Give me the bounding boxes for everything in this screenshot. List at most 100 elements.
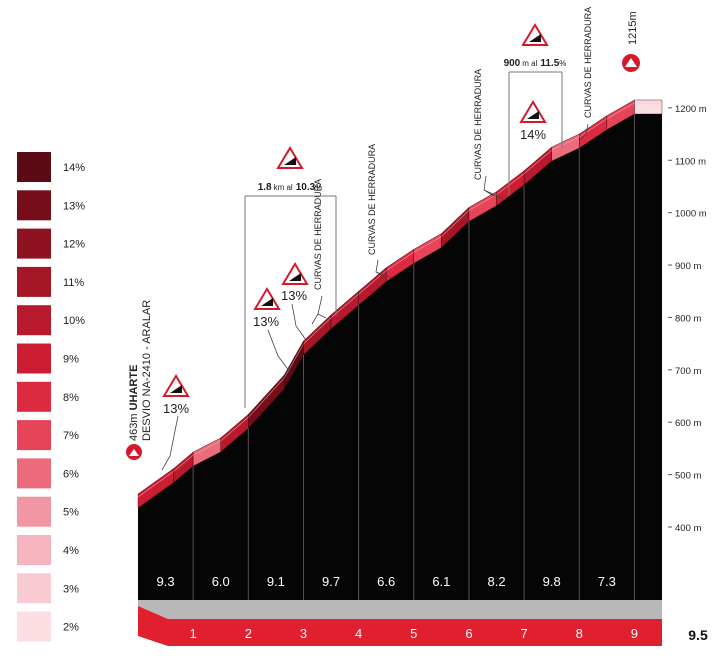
band-highlight bbox=[248, 377, 285, 418]
legend-swatch bbox=[17, 381, 51, 412]
legend-swatch bbox=[17, 458, 51, 489]
distance-total: 9.5 bbox=[688, 627, 708, 643]
hairpin-label-3: CURVAS DE HERRADURA bbox=[473, 69, 507, 201]
legend-swatch bbox=[17, 152, 51, 182]
hairpin-text: CURVAS DE HERRADURA bbox=[313, 179, 323, 290]
climb4-pct: 14% bbox=[520, 127, 546, 142]
band-highlight bbox=[137, 471, 175, 498]
band-highlight bbox=[303, 317, 332, 345]
slope-icon bbox=[529, 34, 541, 42]
climb1-pct: 13% bbox=[163, 401, 189, 416]
start-sub: DESVIO NA-2410 - ARALAR bbox=[141, 300, 153, 441]
leader-line bbox=[291, 303, 307, 341]
legend-swatch bbox=[17, 228, 51, 259]
km-tick-label: 5 bbox=[410, 626, 417, 641]
gradient-sign-1: 13% bbox=[161, 374, 190, 471]
legend-swatch bbox=[17, 611, 51, 642]
legend-swatch bbox=[17, 535, 51, 565]
band-highlight bbox=[385, 251, 415, 271]
climb-bracket-2: 900 m al 11.5% bbox=[504, 23, 567, 196]
hairpin-text: CURVAS DE HERRADURA bbox=[473, 69, 483, 180]
km-tick-label: 2 bbox=[245, 626, 252, 641]
legend-label: 5% bbox=[63, 507, 79, 519]
legend-swatch bbox=[17, 496, 51, 527]
bracket2-len: 900 bbox=[504, 58, 521, 69]
km-gradient-label: 9.1 bbox=[267, 574, 285, 589]
start-altitude: 463m UHARTE bbox=[128, 365, 140, 441]
legend-label: 10% bbox=[63, 315, 85, 327]
km-gradient-labels: 9.3 6.0 9.1 9.7 6.6 6.1 8.2 9.8 7.3 bbox=[157, 574, 616, 589]
band-highlight bbox=[579, 118, 608, 138]
start-name: UHARTE bbox=[128, 365, 140, 411]
gradient-sign-2: 13% bbox=[253, 287, 291, 373]
gradient-sign-4: 14% bbox=[519, 100, 547, 142]
ytick-label: 500 m bbox=[675, 471, 701, 482]
bar-fill bbox=[138, 606, 662, 646]
distance-bar: 1 2 3 4 5 6 7 8 9 bbox=[138, 600, 662, 646]
bracket1-unit: km al bbox=[274, 183, 293, 192]
leader-line bbox=[311, 295, 327, 325]
legend-swatch bbox=[17, 190, 51, 221]
bracket2-pct: 11.5 bbox=[540, 58, 559, 69]
hairpin-label-1: CURVAS DE HERRADURA bbox=[311, 179, 327, 325]
km-tick-label: 1 bbox=[190, 626, 197, 641]
legend-label: 13% bbox=[63, 200, 85, 212]
start-altitude-value: 463m bbox=[128, 413, 140, 441]
hairpin-label-4: CURVAS DE HERRADURA bbox=[579, 7, 593, 141]
ytick-label: 1100 m bbox=[675, 156, 706, 167]
legend-swatch bbox=[17, 266, 51, 297]
bar-shadow bbox=[138, 600, 662, 619]
legend-swatch bbox=[17, 343, 51, 374]
slope-icon bbox=[284, 157, 296, 165]
km-tick-label: 9 bbox=[631, 626, 638, 641]
profile-band bbox=[634, 99, 663, 115]
annotations: 463m UHARTE DESVIO NA-2410 - ARALAR 1215… bbox=[124, 7, 708, 643]
legend-label: 2% bbox=[63, 622, 79, 634]
bracket1-pct-unit: % bbox=[315, 183, 322, 192]
km-gradient-label: 6.1 bbox=[432, 574, 450, 589]
legend-swatch bbox=[17, 305, 51, 336]
band-highlight bbox=[220, 417, 249, 442]
band-highlight bbox=[496, 173, 525, 196]
gradient-sign-3: 13% bbox=[281, 262, 309, 341]
altitude-axis: 400 m 500 m 600 m 700 m 800 m 900 m 1000 m 1100… bbox=[668, 104, 707, 534]
bracket1-pct: 10.3 bbox=[296, 182, 316, 193]
ytick-label: 700 m bbox=[675, 366, 701, 377]
summit-marker: 1215m bbox=[620, 11, 642, 74]
leader-line bbox=[483, 175, 507, 201]
ytick-label: 1000 m bbox=[675, 209, 707, 220]
hairpin-label-2: CURVAS DE HERRADURA bbox=[367, 144, 393, 279]
bracket1-len: 1.8 bbox=[258, 182, 272, 193]
km-tick-label: 4 bbox=[355, 626, 362, 641]
leader-line bbox=[375, 259, 393, 279]
band-highlight bbox=[523, 149, 552, 175]
legend-label: 11% bbox=[63, 277, 84, 289]
bracket2-text: 900 m al 11.5% bbox=[504, 58, 567, 69]
band-highlight bbox=[606, 102, 635, 120]
ytick-label: 800 m bbox=[675, 313, 701, 324]
legend-label: 8% bbox=[63, 392, 79, 404]
km-gradient-label: 6.0 bbox=[212, 574, 230, 589]
hairpin-text: CURVAS DE HERRADURA bbox=[367, 144, 377, 255]
ytick-label: 600 m bbox=[675, 418, 701, 429]
legend-label: 4% bbox=[63, 545, 79, 557]
bracket2-unit: m al bbox=[522, 59, 537, 68]
hairpin-text: CURVAS DE HERRADURA bbox=[583, 7, 593, 118]
band-highlight bbox=[173, 454, 194, 472]
km-gradient-label: 9.7 bbox=[322, 574, 340, 589]
start-marker: 463m UHARTE DESVIO NA-2410 - ARALAR bbox=[124, 300, 153, 462]
leader-line bbox=[267, 329, 291, 373]
km-gradient-label: 6.6 bbox=[377, 574, 395, 589]
gradient-legend: 14% 13% 12% 11% 10% 9% 8% 7% 6% 5% 4% 3% 2% bbox=[17, 152, 85, 642]
band-highlight bbox=[283, 343, 304, 379]
profile-body bbox=[138, 100, 662, 600]
legend-label: 7% bbox=[63, 430, 79, 442]
band-highlight bbox=[192, 440, 221, 456]
legend-label: 14% bbox=[63, 162, 85, 174]
slope-icon bbox=[527, 111, 539, 119]
summit-mountain-icon bbox=[625, 58, 637, 67]
km-tick-label: 3 bbox=[300, 626, 307, 641]
km-tick-label: 6 bbox=[465, 626, 472, 641]
